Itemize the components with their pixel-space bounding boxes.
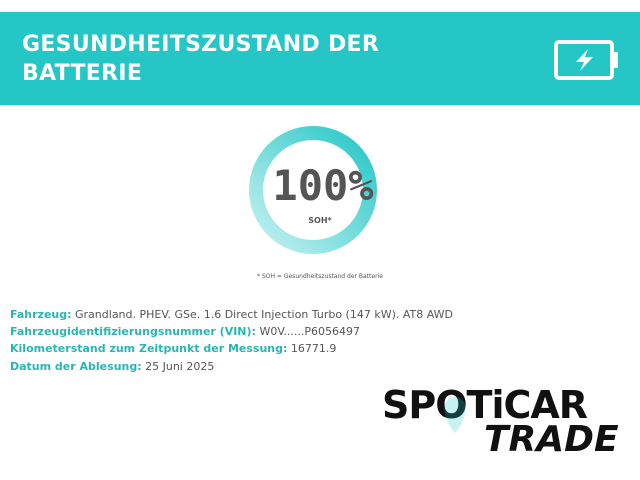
- detail-row: Kilometerstand zum Zeitpunkt der Messung…: [10, 340, 453, 357]
- title-line: BATTERIE: [22, 61, 143, 86]
- title-line: GESUNDHEITSZUSTAND DER: [22, 32, 380, 57]
- gauge: 100% SOH* * SOH = Gesundheitszustand der…: [249, 126, 383, 280]
- logo-brand: SPOTiCAR: [382, 383, 588, 427]
- detail-label: Fahrzeug:: [10, 308, 72, 321]
- detail-label: Fahrzeugidentifizierungsnummer (VIN):: [10, 325, 256, 339]
- detail-value: W0V......P6056497: [259, 325, 361, 339]
- detail-value: Grandland. PHEV. GSe. 1.6 Direct Injecti…: [75, 308, 454, 321]
- title: GESUNDHEITSZUSTAND DER BATTERIE: [22, 30, 379, 88]
- details: Fahrzeug: Grandland. PHEV. GSe. 1.6 Dire…: [10, 306, 453, 375]
- detail-value: 16771.9: [290, 342, 337, 356]
- gauge-value: 100%: [272, 161, 373, 210]
- detail-row: Fahrzeugidentifizierungsnummer (VIN): W0…: [10, 323, 453, 340]
- detail-value: 25 Juni 2025: [145, 359, 215, 373]
- logo-pin: [444, 397, 466, 433]
- battery-icon: [554, 40, 618, 80]
- detail-row: Datum der Ablesung: 25 Juni 2025: [10, 358, 453, 375]
- footnote: * SOH = Gesundheitszustand der Batterie: [257, 273, 383, 280]
- gauge-ring: [249, 126, 377, 254]
- detail-row: Fahrzeug: Grandland. PHEV. GSe. 1.6 Dire…: [10, 306, 453, 323]
- logo: SPOTiCAR TRADE: [382, 383, 619, 460]
- detail-label: Kilometerstand zum Zeitpunkt der Messung…: [10, 342, 288, 356]
- header: GESUNDHEITSZUSTAND DER BATTERIE: [0, 12, 640, 105]
- gauge-label: SOH*: [308, 216, 332, 225]
- detail-label: Datum der Ablesung:: [10, 359, 142, 373]
- logo-sub: TRADE: [484, 419, 619, 460]
